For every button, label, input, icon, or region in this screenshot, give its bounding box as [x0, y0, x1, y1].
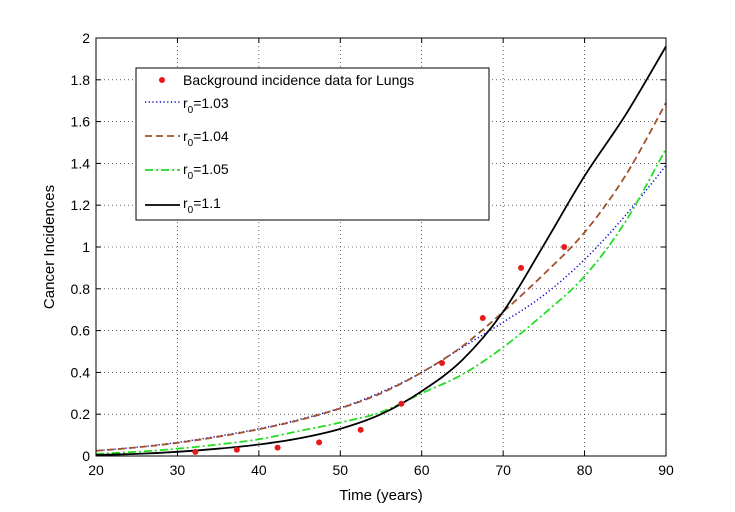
x-tick-labels: 20 30 40 50 60 70 80 90: [88, 462, 674, 478]
x-tick-label: 70: [495, 462, 511, 478]
y-tick-label: 0.2: [71, 406, 91, 422]
y-tick-label: 1.6: [71, 114, 91, 130]
scatter-point: [518, 264, 525, 271]
legend-label-scatter: Background incidence data for Lungs: [183, 72, 414, 88]
legend-label-r105: r0=1.05: [183, 161, 229, 182]
series-line-1: [95, 102, 667, 452]
legend-label-r103: r0=1.03: [183, 95, 229, 116]
scatter-points: [192, 244, 568, 455]
legend-marker-scatter: [159, 77, 165, 83]
x-tick-label: 30: [170, 462, 186, 478]
ticks: [95, 37, 667, 457]
y-axis-title: Cancer Incidences: [41, 185, 58, 309]
y-tick-label: 1: [82, 239, 90, 255]
scatter-point: [233, 446, 240, 453]
y-tick-label: 0.6: [71, 323, 91, 339]
x-tick-label: 80: [577, 462, 593, 478]
scatter-point: [192, 448, 199, 455]
y-tick-label: 1.4: [71, 155, 91, 171]
y-tick-label: 2: [82, 30, 90, 46]
legend: Background incidence data for Lungs r0=1…: [135, 67, 490, 221]
series-line-0: [95, 165, 667, 452]
scatter-point: [274, 444, 281, 451]
x-tick-label: 60: [414, 462, 430, 478]
y-tick-label: 0.4: [71, 364, 91, 380]
legend-box: [135, 67, 490, 221]
y-tick-label: 1.2: [71, 197, 91, 213]
scatter-point: [316, 439, 323, 446]
x-tick-label: 90: [658, 462, 674, 478]
scatter-point: [357, 426, 364, 433]
legend-label-r104: r0=1.04: [183, 128, 229, 149]
x-tick-label: 50: [332, 462, 348, 478]
x-tick-label: 20: [88, 462, 104, 478]
scatter-point: [439, 359, 446, 366]
series-line-2: [95, 148, 667, 455]
y-tick-label: 1.8: [71, 72, 91, 88]
x-axis-title: Time (years): [339, 487, 423, 504]
x-tick-label: 40: [251, 462, 267, 478]
scatter-point: [398, 400, 405, 407]
y-tick-label: 0.8: [71, 281, 91, 297]
legend-label-r11: r0=1.1: [183, 195, 221, 216]
scatter-point: [561, 244, 568, 250]
y-tick-label: 0: [82, 448, 90, 464]
y-tick-labels: 0 0.2 0.4 0.6 0.8 1 1.2 1.4 1.6 1.8 2: [71, 30, 91, 464]
scatter-point: [479, 315, 486, 322]
